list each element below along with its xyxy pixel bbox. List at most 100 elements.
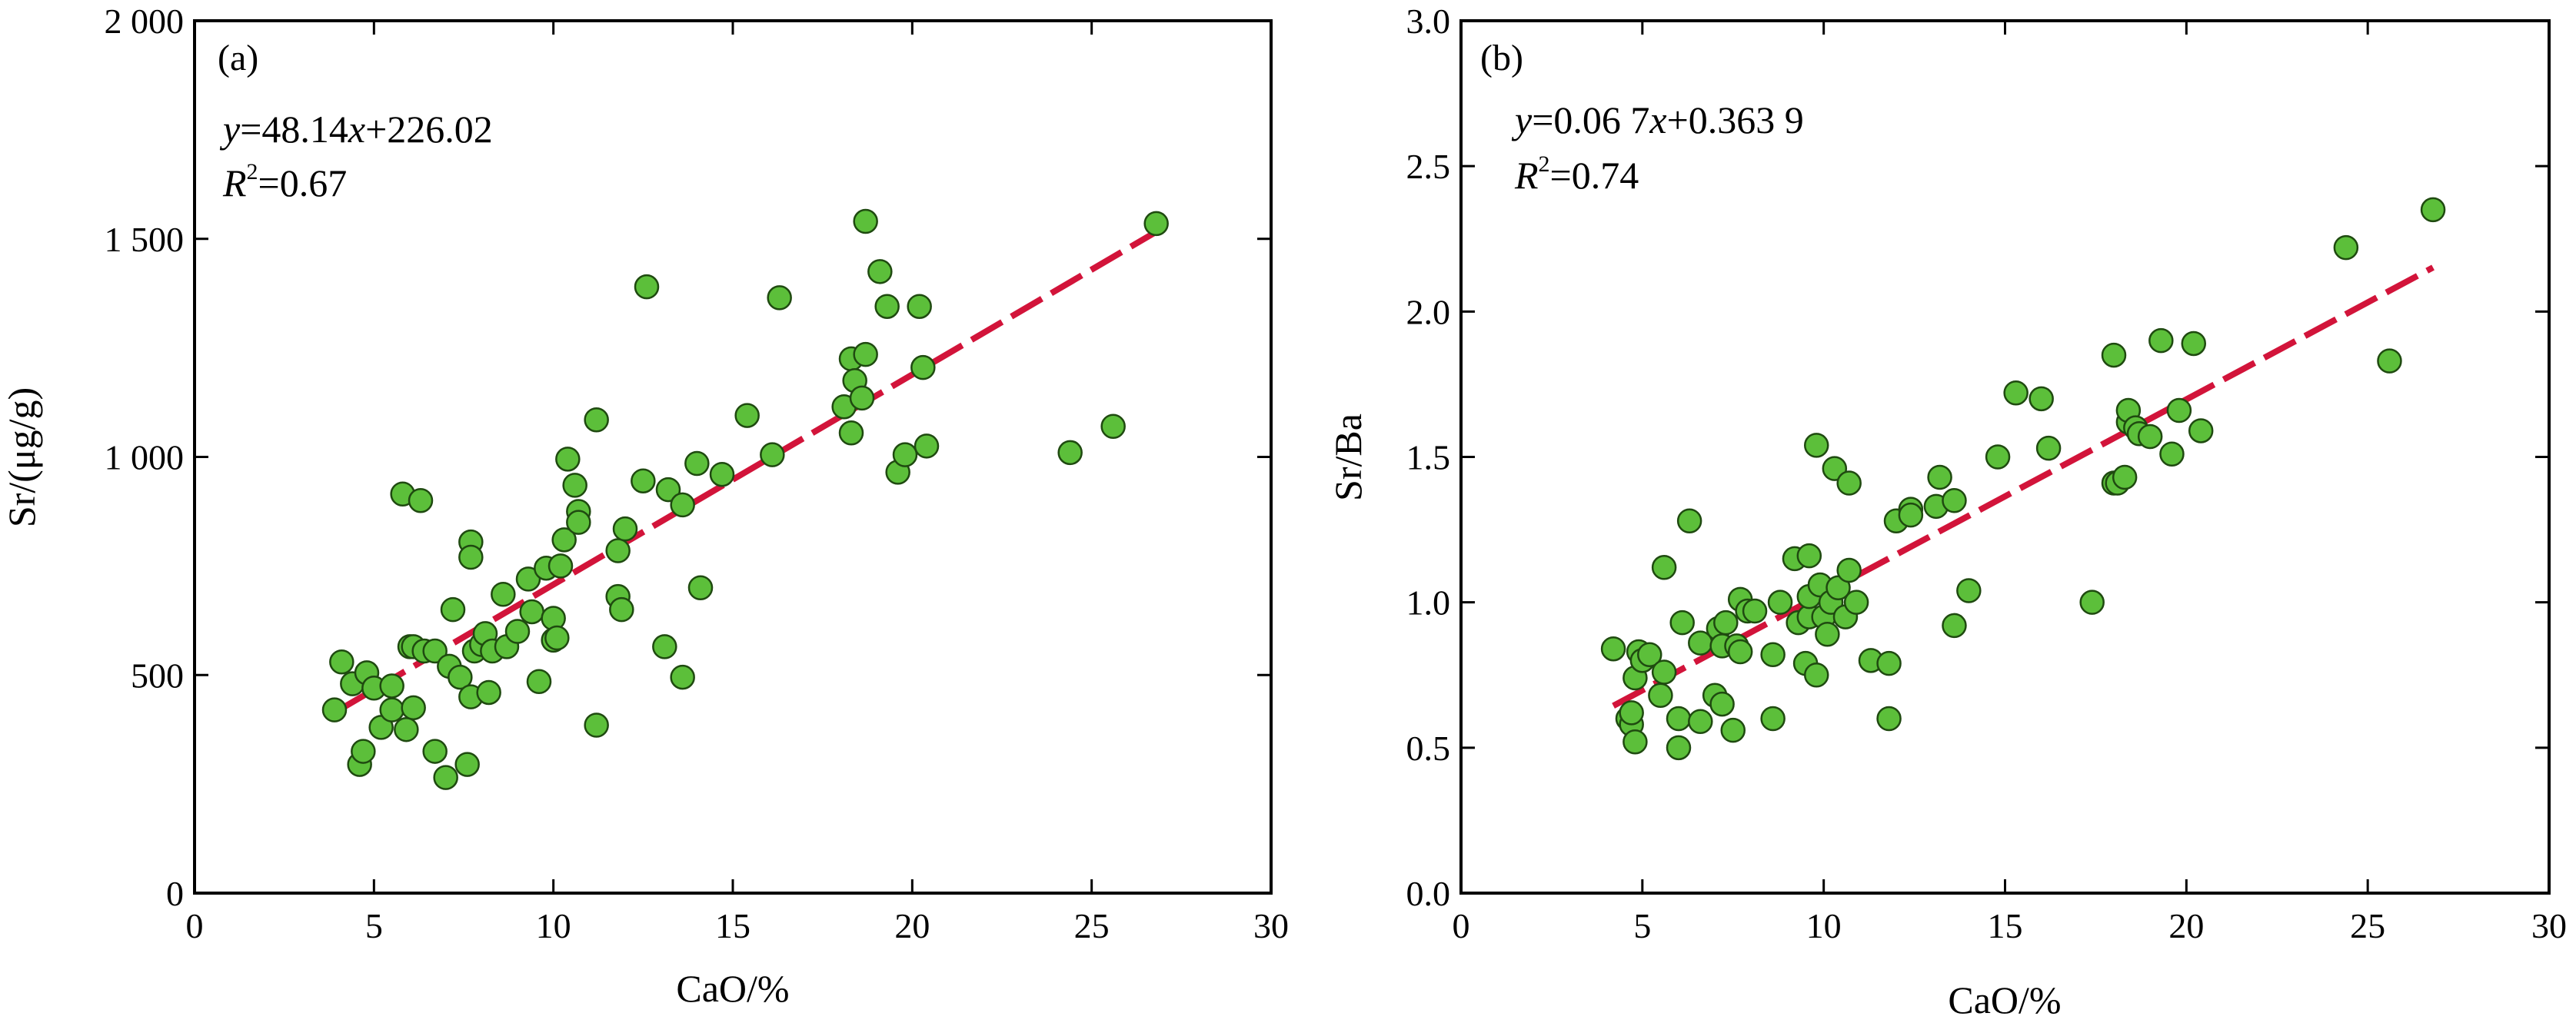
equation-a: y=48.14x+226.02: [219, 108, 493, 151]
equation-b-x: x: [1649, 98, 1666, 141]
data-point-b-9: [1648, 683, 1673, 708]
x-tick-label-b-3: 15: [1988, 906, 2023, 945]
x-tick-label-b-1: 5: [1633, 906, 1651, 945]
data-point-a-60: [684, 450, 710, 477]
y-tick-label-a-1: 500: [131, 656, 184, 695]
data-point-a-59: [670, 492, 695, 518]
data-point-a-18: [422, 638, 448, 664]
data-point-b-0: [1600, 636, 1626, 662]
data-point-b-66: [2101, 342, 2127, 368]
data-point-a-71: [853, 208, 878, 234]
y-tick-label-a-0: 0: [166, 874, 184, 913]
data-point-b-38: [1803, 663, 1829, 688]
data-point-a-30: [476, 679, 501, 706]
data-point-b-28: [1742, 598, 1768, 624]
data-point-a-26: [458, 544, 484, 570]
data-point-b-55: [1898, 502, 1924, 528]
data-point-a-56: [652, 634, 677, 659]
y-axis-title-a: Sr/(μg/g): [0, 387, 43, 527]
data-point-b-76: [2159, 441, 2185, 467]
x-tick-label-a-0: 0: [186, 906, 204, 945]
data-point-b-49: [1843, 590, 1869, 615]
data-point-b-31: [1767, 590, 1793, 615]
equation-b-y: y: [1511, 98, 1533, 141]
data-point-a-54: [631, 468, 656, 493]
data-point-a-35: [515, 566, 541, 592]
ticks-group-a: 0 5 10 15 20 25 30 0 500 1 000 1 500 2 000: [105, 2, 1290, 945]
data-point-a-21: [440, 596, 466, 623]
x-tick-label-b-0: 0: [1453, 906, 1470, 945]
data-point-b-63: [2029, 386, 2054, 412]
data-point-a-11: [394, 716, 419, 742]
panel-label-b: (b): [1480, 38, 1523, 78]
data-point-a-4: [351, 739, 376, 764]
data-point-a-43: [551, 527, 577, 553]
r2-a: R2=0.67: [222, 159, 347, 204]
data-point-a-13: [401, 695, 426, 721]
x-tick-label-a-5: 25: [1074, 906, 1110, 945]
x-tick-label-a-6: 30: [1253, 906, 1289, 945]
data-point-b-12: [1666, 735, 1692, 761]
fit-line-group-a: [332, 227, 1162, 716]
data-point-a-15: [408, 488, 434, 513]
fit-line-a: [332, 227, 1162, 716]
y-tick-label-a-3: 1 500: [105, 220, 185, 259]
x-tick-label-a-4: 20: [894, 906, 930, 945]
data-point-a-53: [612, 516, 638, 542]
data-point-b-59: [1942, 488, 1967, 513]
equation-a-y: y: [219, 108, 241, 151]
data-point-b-79: [2188, 418, 2214, 443]
y-axis-title-b: Sr/Ba: [1326, 414, 1370, 501]
data-point-b-16: [1688, 709, 1713, 735]
data-point-b-60: [1956, 578, 1982, 603]
equation-a-x: x: [348, 108, 365, 151]
y-tick-label-b-3: 1.5: [1406, 438, 1451, 477]
x-tick-label-b-2: 10: [1806, 906, 1842, 945]
data-point-a-77: [907, 294, 932, 319]
data-point-a-23: [454, 752, 480, 777]
r2-b-value: =0.74: [1550, 154, 1639, 197]
data-point-a-65: [767, 285, 792, 311]
data-point-b-42: [1815, 622, 1840, 647]
data-point-b-65: [2079, 590, 2105, 615]
r2-b-r: R: [1514, 154, 1539, 197]
data-point-a-57: [655, 477, 681, 503]
data-point-b-80: [2333, 234, 2359, 261]
r2-a-value: =0.67: [258, 161, 348, 204]
x-tick-label-b-4: 20: [2168, 906, 2204, 945]
y-tick-label-b-1: 0.5: [1406, 729, 1451, 768]
data-point-a-22: [448, 664, 473, 690]
data-point-a-70: [849, 385, 875, 411]
data-point-a-78: [910, 354, 936, 380]
y-tick-label-a-4: 2 000: [105, 2, 185, 41]
data-point-b-4: [1622, 729, 1648, 755]
data-point-a-62: [709, 461, 735, 487]
data-point-b-8: [1637, 642, 1662, 668]
data-point-b-39: [1803, 433, 1829, 458]
data-point-a-47: [566, 510, 591, 535]
data-point-a-50: [605, 538, 631, 563]
data-point-b-23: [1720, 717, 1746, 743]
fit-line-b: [1612, 264, 2435, 709]
data-point-a-82: [1143, 211, 1169, 237]
equation-b: y=0.06 7x+0.363 9: [1511, 98, 1804, 141]
data-point-b-26: [1727, 639, 1753, 665]
data-point-a-44: [555, 447, 581, 472]
panel-label-a: (a): [218, 38, 258, 78]
data-point-a-42: [547, 553, 574, 579]
x-tick-label-a-3: 15: [715, 906, 751, 945]
y-tick-label-b-6: 3.0: [1406, 2, 1451, 41]
data-point-b-51: [1876, 706, 1902, 732]
equation-a-coef: =48.14: [240, 108, 348, 151]
x-axis-title-b: CaO/%: [1948, 978, 2061, 1021]
y-tick-label-b-2: 1.0: [1406, 583, 1451, 623]
data-point-a-45: [562, 473, 587, 498]
data-point-b-64: [2035, 435, 2062, 461]
data-point-a-68: [838, 420, 864, 446]
points-group-b: [1600, 197, 2446, 761]
data-point-a-19: [433, 765, 458, 790]
data-point-b-14: [1669, 609, 1695, 636]
data-point-b-57: [1927, 464, 1952, 490]
data-point-a-80: [1057, 440, 1083, 466]
